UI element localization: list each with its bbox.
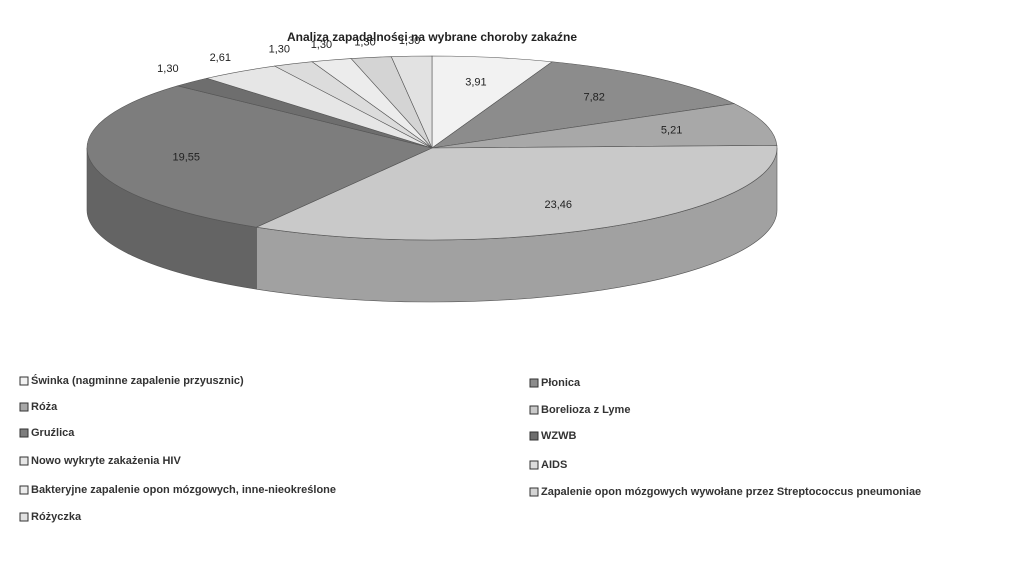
data-label: 1,30 — [354, 36, 375, 48]
legend-label: Borelioza z Lyme — [541, 404, 630, 416]
legend-label: Różyczka — [31, 511, 82, 523]
pie-slice — [255, 144, 778, 241]
legend-label: Bakteryjne zapalenie opon mózgowych, inn… — [31, 484, 336, 496]
data-label: 5,21 — [661, 124, 682, 136]
legend-swatch — [529, 378, 539, 388]
legend-swatch — [529, 460, 539, 470]
pie-slice — [431, 61, 736, 149]
legend-swatch — [19, 428, 29, 438]
legend-label: Gruźlica — [31, 427, 75, 439]
legend-label: AIDS — [541, 459, 567, 471]
pie-slice — [390, 55, 433, 149]
legend-label: Świnka (nagminne zapalenie przyusznic) — [31, 374, 244, 387]
legend-swatch — [19, 456, 29, 466]
legend-label: Róża — [31, 401, 58, 413]
legend-swatch — [529, 431, 539, 441]
pie-slice — [86, 85, 433, 228]
legend-label: WZWB — [541, 430, 576, 442]
legend-label: Zapalenie opon mózgowych wywołane przez … — [541, 486, 921, 498]
legend-label: Płonica — [541, 377, 581, 389]
data-label: 7,82 — [583, 92, 604, 104]
legend-swatch — [19, 512, 29, 522]
pie-slice — [431, 103, 778, 149]
legend-label: Nowo wykryte zakażenia HIV — [31, 455, 181, 467]
data-label: 1,30 — [269, 43, 290, 55]
data-label: 19,55 — [173, 152, 201, 164]
legend-swatch — [19, 485, 29, 495]
legend-swatch — [19, 376, 29, 386]
data-label: 2,61 — [210, 52, 231, 64]
data-label: 1,30 — [399, 35, 420, 47]
chart-title: Analiza zapadalności na wybrane choroby … — [287, 30, 577, 44]
data-label: 3,91 — [465, 77, 486, 89]
legend-swatch — [529, 405, 539, 415]
legend-swatch — [529, 487, 539, 497]
legend-swatch — [19, 402, 29, 412]
data-label: 1,30 — [311, 39, 332, 51]
data-label: 1,30 — [157, 63, 178, 75]
data-label: 23,46 — [544, 199, 572, 211]
